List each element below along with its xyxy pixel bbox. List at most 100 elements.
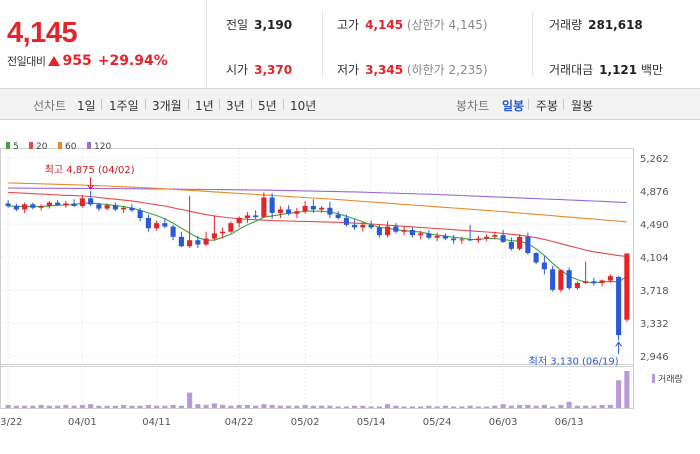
volume-plot-frame bbox=[0, 364, 634, 409]
prev-close-value: 3,190 bbox=[254, 18, 293, 32]
candle-body bbox=[203, 238, 209, 245]
volume-bar bbox=[409, 406, 415, 408]
x-tick-label: 05/14 bbox=[357, 417, 386, 428]
candle-body bbox=[393, 226, 399, 232]
candle-body bbox=[302, 206, 308, 212]
tab-divider bbox=[283, 99, 284, 110]
candle-body bbox=[418, 233, 424, 236]
tab-3y[interactable]: 3년 bbox=[226, 99, 245, 113]
legend-swatch bbox=[6, 142, 10, 149]
candle-body bbox=[211, 233, 217, 239]
candle-body bbox=[343, 218, 349, 225]
volume-label: 거래량 bbox=[658, 373, 683, 385]
amount-unit: 백만 bbox=[640, 63, 664, 77]
volume-bar bbox=[55, 405, 61, 408]
legend-label: 5 bbox=[13, 142, 19, 152]
candle-body bbox=[616, 277, 622, 336]
volume-bar bbox=[385, 404, 391, 408]
candle-body bbox=[55, 202, 61, 206]
candle-body bbox=[459, 239, 465, 241]
current-price: 4,145 bbox=[7, 17, 78, 49]
legend-label: 20 bbox=[36, 142, 48, 152]
candle-body bbox=[492, 235, 498, 237]
divider bbox=[532, 12, 533, 76]
change-row: 전일대비 955 +29.94% bbox=[7, 53, 168, 69]
candle-body bbox=[236, 218, 242, 224]
volume-bar bbox=[302, 404, 308, 408]
volume-bar bbox=[583, 405, 589, 408]
volume-bar bbox=[13, 405, 19, 408]
volume-bar bbox=[607, 404, 613, 408]
ma60-line bbox=[8, 182, 627, 223]
tab-5y[interactable]: 5년 bbox=[258, 99, 277, 113]
volume-bar bbox=[426, 405, 432, 408]
x-tick-label: 04/01 bbox=[68, 417, 97, 428]
tab-1y[interactable]: 1년 bbox=[195, 99, 214, 113]
x-tick-label: 04/22 bbox=[225, 417, 254, 428]
candle-body bbox=[451, 238, 457, 241]
volume-bar bbox=[79, 404, 85, 408]
upper-limit: (상한가 4,145) bbox=[406, 18, 488, 32]
candle-body bbox=[409, 229, 415, 236]
candle-body bbox=[550, 269, 556, 290]
volume-bar bbox=[442, 405, 448, 408]
candle-body bbox=[558, 270, 564, 290]
candle-body bbox=[145, 218, 151, 229]
high-annotation: 최고 4,875 (04/02) bbox=[45, 164, 135, 176]
candle-body bbox=[517, 236, 523, 249]
volume-bar bbox=[343, 406, 349, 408]
candle-body bbox=[426, 233, 432, 238]
trade-amount: 거래대금 1,121 백만 bbox=[549, 61, 663, 78]
volume-bar bbox=[418, 406, 424, 408]
volume-bar bbox=[154, 405, 160, 408]
candle-body bbox=[162, 223, 168, 227]
candle-body bbox=[121, 207, 127, 210]
volume-bar bbox=[624, 371, 630, 408]
candle-body bbox=[541, 262, 547, 270]
volume-bar bbox=[574, 405, 580, 408]
volume-bar bbox=[112, 405, 118, 408]
volume-bar bbox=[459, 406, 465, 408]
low-price: 저가 3,345 (하한가 2,235) bbox=[337, 61, 488, 78]
up-arrow-icon bbox=[48, 56, 61, 66]
volume-bar bbox=[541, 404, 547, 408]
tab-divider bbox=[101, 99, 102, 110]
candle-body bbox=[261, 197, 267, 218]
volume-bar bbox=[310, 405, 316, 408]
tab-1d[interactable]: 1일 bbox=[77, 99, 96, 113]
volume-bar bbox=[269, 404, 275, 408]
tab-1w[interactable]: 1주일 bbox=[109, 99, 139, 113]
volume-bar bbox=[566, 401, 572, 408]
tab-3m[interactable]: 3개월 bbox=[152, 99, 182, 113]
candle-body bbox=[533, 253, 539, 263]
prev-close: 전일 3,190 bbox=[226, 16, 292, 33]
candle-body bbox=[475, 238, 481, 241]
tab-monthly[interactable]: 월봉 bbox=[571, 99, 594, 113]
volume-bar bbox=[277, 405, 283, 408]
volume-bar bbox=[376, 406, 382, 408]
volume-bar bbox=[335, 406, 341, 408]
candle-body bbox=[607, 276, 613, 281]
y-tick-label: 4,490 bbox=[640, 220, 669, 231]
candle-body bbox=[368, 224, 374, 228]
volume-bar bbox=[145, 404, 151, 408]
volume-bar bbox=[525, 404, 531, 408]
candle-chart-label: 봉차트 bbox=[456, 99, 490, 113]
candle-body bbox=[376, 227, 382, 236]
candle-body bbox=[13, 206, 19, 210]
candle-body bbox=[591, 281, 597, 283]
change-value: 955 bbox=[62, 53, 92, 69]
volume-bar bbox=[550, 406, 556, 408]
volume-bar bbox=[294, 405, 300, 408]
tab-daily[interactable]: 일봉 bbox=[502, 99, 525, 113]
candle-body bbox=[104, 205, 110, 209]
tab-weekly[interactable]: 주봉 bbox=[536, 99, 559, 113]
chart-tabs: 선차트 1일 1주일 3개월 1년 3년 5년 10년 봉차트 일봉 주봉 월봉 bbox=[0, 89, 700, 120]
y-tick-label: 2,946 bbox=[640, 352, 669, 363]
amount-value: 1,121 bbox=[599, 63, 638, 77]
candle-body bbox=[129, 207, 135, 211]
tab-10y[interactable]: 10년 bbox=[290, 99, 317, 113]
legend-label: 120 bbox=[94, 142, 111, 152]
volume-bar bbox=[401, 406, 407, 408]
volume-bar bbox=[88, 404, 94, 408]
